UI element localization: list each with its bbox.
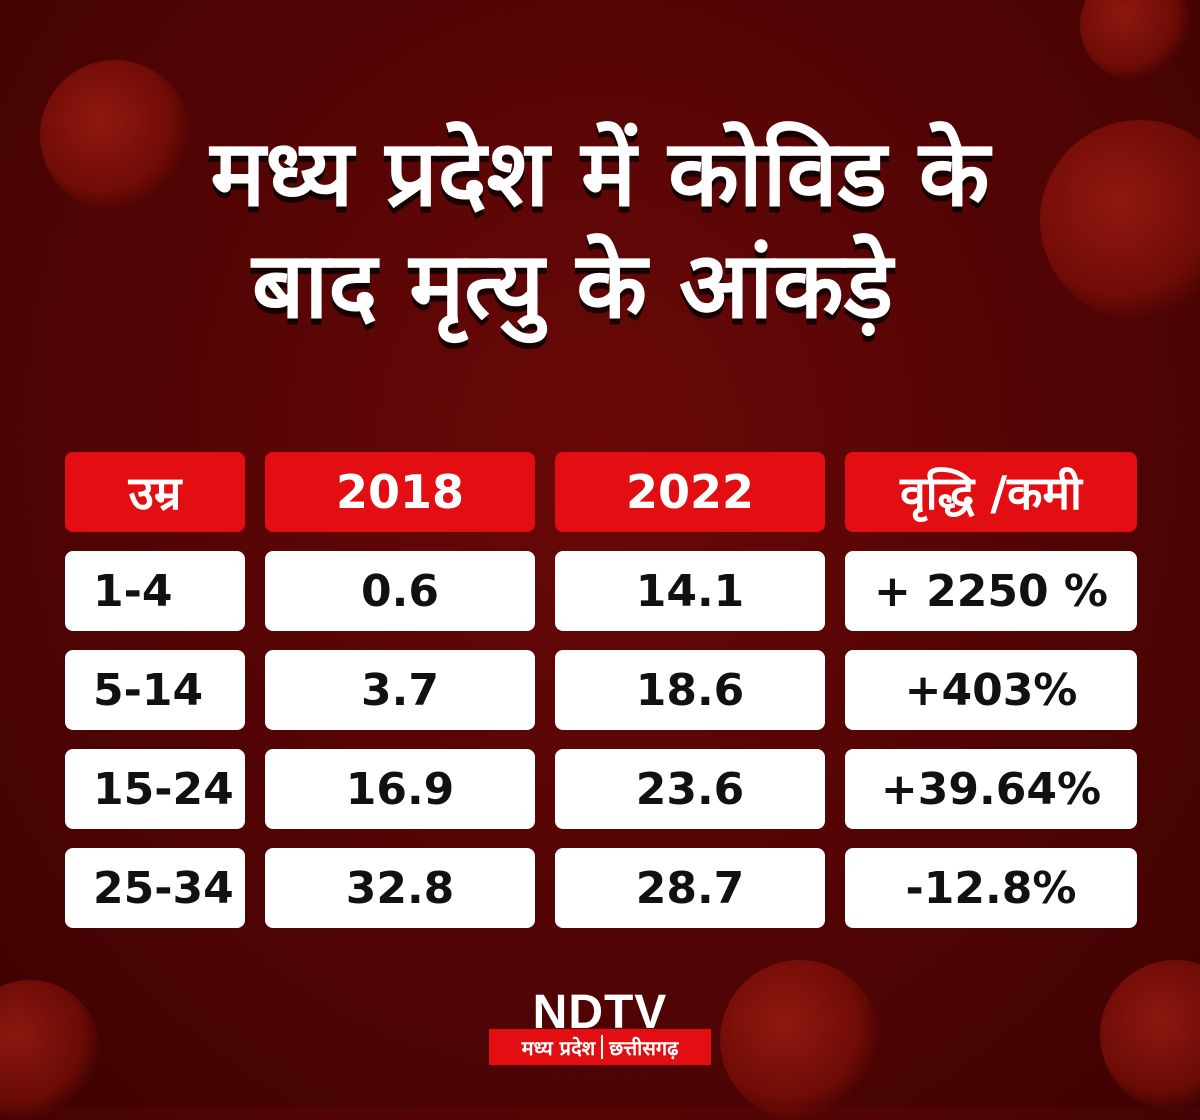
virus-icon (40, 60, 190, 210)
table-cell-2018: 16.9 (265, 749, 535, 829)
title-line-1: मध्य प्रदेश में कोविड के (210, 120, 990, 227)
table-cell-change: +403% (845, 650, 1137, 730)
table-cell-2018: 32.8 (265, 848, 535, 928)
virus-icon (1100, 960, 1200, 1110)
virus-icon (0, 980, 100, 1120)
table-cell-change: -12.8% (845, 848, 1137, 928)
header-2022: 2022 (555, 452, 825, 532)
table-cell-2022: 23.6 (555, 749, 825, 829)
region-divider (601, 1035, 604, 1059)
page-title: मध्य प्रदेश में कोविड के बाद मृत्यु के आ… (0, 118, 1200, 342)
virus-icon (1040, 120, 1200, 320)
table-cell-age: 15-24 (65, 749, 245, 829)
header-age: उम्र (65, 452, 245, 532)
table-cell-2022: 18.6 (555, 650, 825, 730)
table-cell-2022: 14.1 (555, 551, 825, 631)
table-cell-age: 1-4 (65, 551, 245, 631)
virus-icon (1080, 0, 1190, 80)
header-change: वृद्धि /कमी (845, 452, 1137, 532)
region-left-label: मध्य प्रदेश (521, 1035, 596, 1060)
table-cell-2018: 3.7 (265, 650, 535, 730)
table-cell-age: 5-14 (65, 650, 245, 730)
table-cell-change: +39.64% (845, 749, 1137, 829)
region-right-label: छत्तीसगढ़ (609, 1035, 679, 1060)
table-cell-2022: 28.7 (555, 848, 825, 928)
virus-icon (720, 960, 880, 1120)
region-banner: मध्य प्रदेश छत्तीसगढ़ (489, 1029, 711, 1065)
table-cell-change: + 2250 % (845, 551, 1137, 631)
title-line-2: बाद मृत्यु के आंकड़े (252, 232, 893, 339)
header-2018: 2018 (265, 452, 535, 532)
table-cell-2018: 0.6 (265, 551, 535, 631)
table-cell-age: 25-34 (65, 848, 245, 928)
